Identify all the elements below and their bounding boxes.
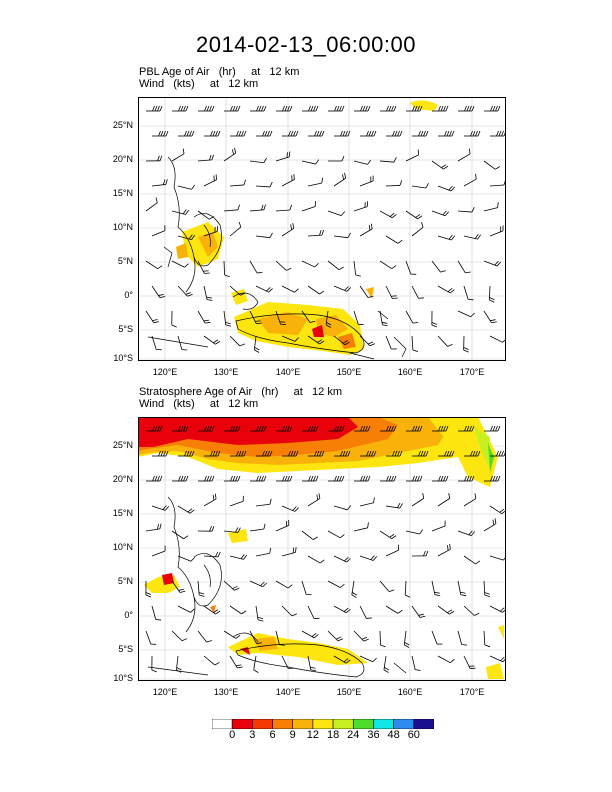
map-panel-stratosphere (138, 417, 508, 681)
stratosphere-map (138, 417, 508, 681)
legend-swatch (312, 718, 334, 730)
lon-tick-label: 130°E (213, 367, 239, 377)
stratosphere-shading (138, 417, 504, 679)
legend-swatch (352, 718, 374, 730)
lat-tick-label: 10°S (113, 353, 133, 363)
legend-swatch (272, 718, 294, 730)
lon-tick-label: 140°E (275, 367, 301, 377)
legend-swatch (231, 718, 253, 730)
lat-tick-label: 5°N (117, 256, 133, 266)
lat-tick-label: 10°N (112, 222, 133, 232)
legend-swatch (292, 718, 314, 730)
lat-tick-label: 20°N (112, 154, 133, 164)
lon-tick-label: 150°E (336, 367, 362, 377)
legend-label: 18 (326, 729, 340, 741)
pbl-map (138, 97, 507, 361)
lon-tick-label: 130°E (213, 687, 239, 697)
color-legend (211, 716, 435, 734)
lat-tick-label: 15°N (112, 188, 133, 198)
lon-tick-label: 160°E (397, 367, 423, 377)
lat-tick-label: 5°S (118, 644, 133, 654)
legend-swatch (413, 718, 435, 730)
map-panel-pbl (138, 97, 507, 361)
lon-tick-label: 140°E (275, 687, 301, 697)
legend-label: 6 (269, 729, 276, 741)
lat-tick-label: 10°S (113, 673, 133, 683)
legend-label: 0 (229, 729, 236, 741)
lat-tick-label: 0° (124, 290, 133, 300)
lat-tick-label: 5°N (117, 576, 133, 586)
lat-tick-label: 10°N (112, 542, 133, 552)
legend-label: 36 (367, 729, 380, 741)
legend-swatch (252, 718, 273, 730)
lat-tick-label: 25°N (112, 440, 133, 450)
legend-swatch (332, 718, 354, 730)
lon-tick-label: 120°E (152, 687, 178, 697)
lat-tick-label: 5°S (118, 324, 133, 334)
lat-tick-label: 15°N (112, 508, 133, 518)
panel1-field-label: PBL Age of Air (hr) at 12 km (139, 66, 300, 78)
lat-tick-label: 20°N (112, 474, 133, 484)
legend-label: 12 (306, 729, 320, 741)
lon-tick-label: 170°E (459, 687, 485, 697)
lon-tick-label: 150°E (336, 687, 362, 697)
panel2-wind-label: Wind (kts) at 12 km (139, 398, 259, 410)
lon-tick-label: 160°E (397, 687, 423, 697)
legend-swatch (211, 718, 233, 730)
legend-label: 60 (407, 729, 420, 741)
lon-tick-label: 170°E (459, 367, 485, 377)
panel2-field-label: Stratosphere Age of Air (hr) at 12 km (139, 386, 342, 398)
legend-label: 3 (249, 729, 256, 741)
legend-swatch (373, 718, 394, 730)
lon-tick-label: 120°E (152, 367, 178, 377)
legend-swatch (393, 718, 415, 730)
panel1-wind-label: Wind (kts) at 12 km (139, 78, 259, 90)
lat-tick-label: 25°N (112, 120, 133, 130)
figure-title: 2014-02-13_06:00:00 (196, 32, 416, 57)
legend-label: 9 (289, 729, 296, 741)
legend-label: 24 (347, 729, 360, 741)
legend-label: 48 (387, 729, 400, 741)
lat-tick-label: 0° (124, 610, 133, 620)
